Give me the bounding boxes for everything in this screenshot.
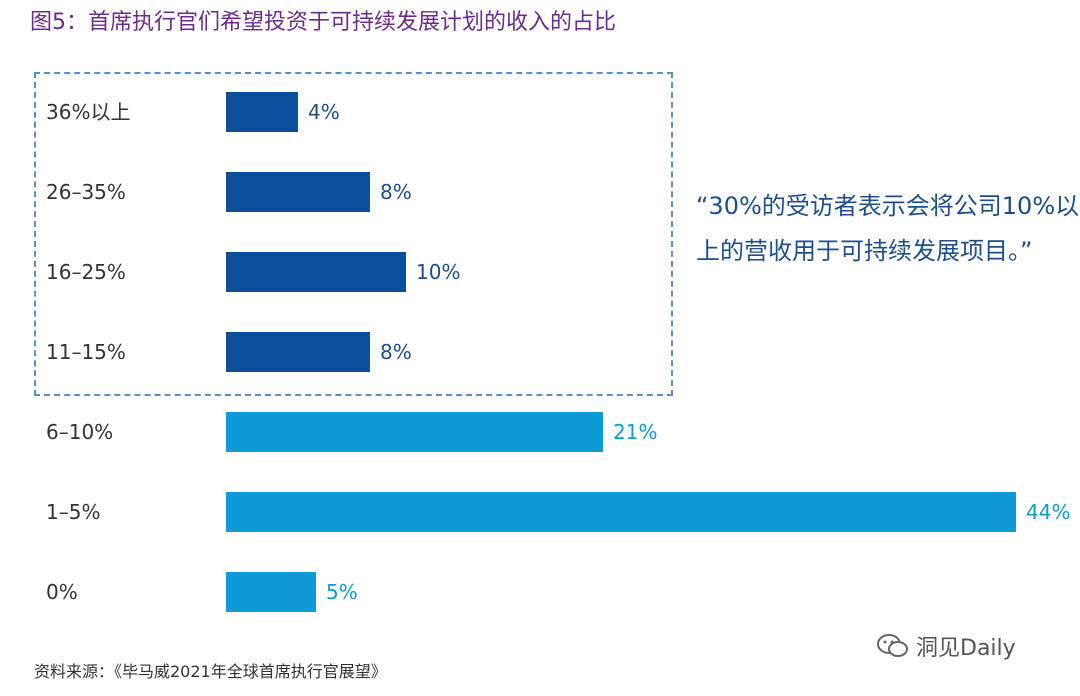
chart-title: 图5：首席执行官们希望投资于可持续发展计划的收入的占比 — [30, 10, 616, 35]
data-label: 44% — [1026, 500, 1071, 524]
watermark-text: 洞见Daily — [916, 636, 1016, 661]
highlight-box — [34, 72, 673, 396]
data-label: 8% — [380, 340, 412, 364]
category-label: 0% — [46, 580, 78, 604]
category-label: 26–35% — [46, 180, 126, 204]
bar — [226, 572, 316, 612]
category-label: 6–10% — [46, 420, 114, 444]
bar — [226, 412, 603, 452]
source-note: 资料来源：《毕马威2021年全球首席执行官展望》 — [34, 662, 387, 681]
category-label: 36%以上 — [46, 100, 131, 124]
category-label: 11–15% — [46, 340, 126, 364]
data-label: 5% — [326, 580, 358, 604]
wechat-icon — [877, 634, 908, 657]
bar — [226, 172, 370, 212]
category-label: 16–25% — [46, 260, 126, 284]
data-label: 21% — [613, 420, 658, 444]
bar — [226, 252, 406, 292]
bar — [226, 332, 370, 372]
data-label: 10% — [416, 260, 461, 284]
bar — [226, 492, 1016, 532]
watermark: 洞见Daily — [876, 630, 1016, 662]
category-label: 1–5% — [46, 500, 101, 524]
data-label: 4% — [308, 100, 340, 124]
bar — [226, 92, 298, 132]
data-label: 8% — [380, 180, 412, 204]
quote-callout: “30%的受访者表示会将公司10%以上的营收用于可持续发展项目。” — [696, 192, 1080, 265]
